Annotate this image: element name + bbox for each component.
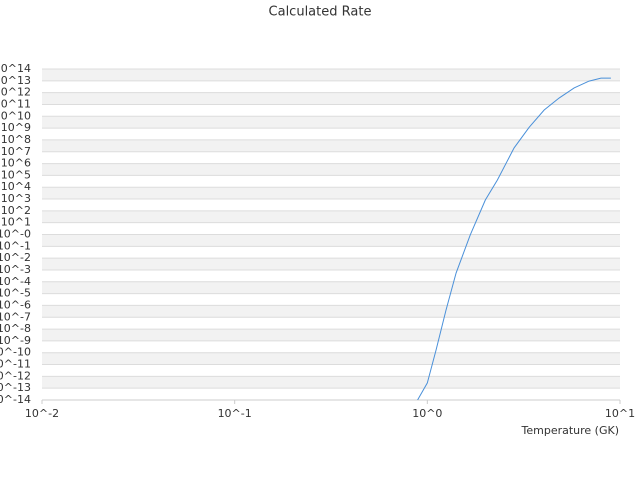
x-tick-label: 10^0 [412,407,442,420]
grid-band [42,281,620,294]
y-tick-label: 10^-5 [0,287,31,300]
y-tick-label: 10^-14 [0,393,31,406]
grid-band [42,139,620,152]
y-tick-label: 10^3 [1,192,31,205]
y-tick-label: 10^8 [1,133,31,146]
grid-band [42,376,620,389]
y-tick-label: 10^2 [1,204,31,217]
y-tick-label: 10^-12 [0,369,31,382]
grid-band [42,92,620,105]
y-tick-label: 10^-10 [0,346,31,359]
x-tick-label: 10^-2 [25,407,59,420]
grid-band [42,258,620,270]
grid-band [42,234,620,247]
chart-title: Calculated Rate [269,5,372,20]
data-line [417,77,611,400]
y-tick-label: 10^-13 [0,381,31,394]
x-tick-label: 10^-1 [218,407,252,420]
grid-band [42,305,620,318]
y-tick-label: 10^9 [1,121,31,134]
grid-band [42,116,620,129]
x-tick-label: 10^1 [605,407,635,420]
grid-band [42,187,620,200]
y-tick-label: 10^-0 [0,228,31,241]
plot-background [42,69,620,389]
y-tick-label: 10^6 [1,157,31,170]
y-tick-label: 10^-1 [0,239,31,252]
y-tick-label: 10^-8 [0,322,31,335]
y-tick-label: 10^-3 [0,263,31,276]
y-tick-label: 10^5 [1,168,31,181]
grid-band [42,69,620,81]
y-tick-label: 10^12 [0,86,31,99]
y-tick-label: 10^-2 [0,251,31,264]
y-tick-label: 10^13 [0,74,31,87]
y-tick-label: 10^14 [0,62,31,75]
y-tick-label: 10^-11 [0,358,31,371]
y-tick-label: 10^-9 [0,334,31,347]
grid-band [42,210,620,223]
grid-band [42,352,620,365]
y-tick-label: 10^-6 [0,298,31,311]
grid-band [42,163,620,176]
y-tick-label: 10^11 [0,97,31,110]
x-axis-label: Temperature (GK) [521,424,620,437]
y-tick-label: 10^-4 [0,275,31,288]
y-tick-label: 10^1 [1,216,31,229]
y-tick-label: 10^7 [1,145,31,158]
y-tick-label: 10^10 [0,109,31,122]
y-tick-label: 10^-7 [0,310,31,323]
y-tick-label: 10^4 [1,180,31,193]
grid-band [42,329,620,341]
